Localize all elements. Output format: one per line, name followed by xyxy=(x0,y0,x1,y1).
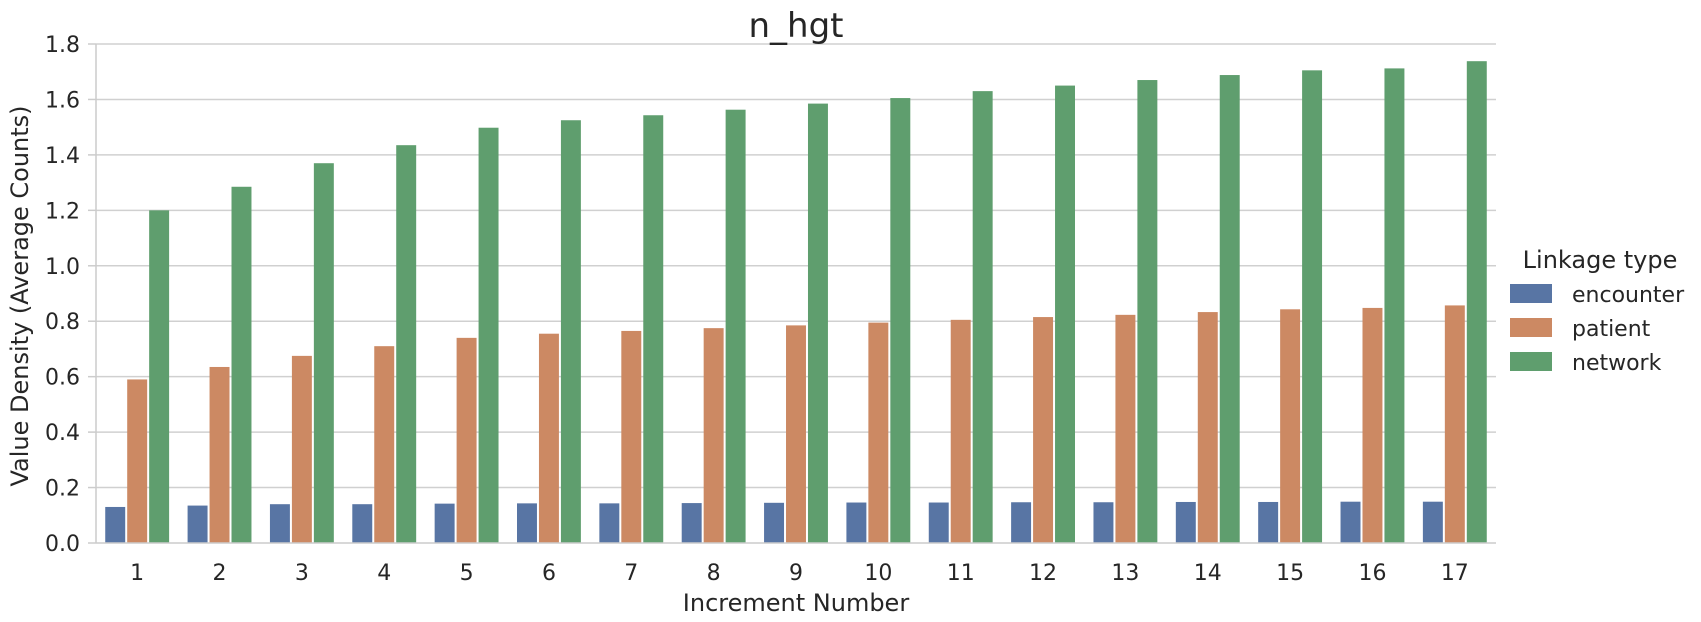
bar-network xyxy=(1219,75,1240,543)
bar-encounter xyxy=(187,505,208,543)
bar-patient xyxy=(621,330,642,543)
legend-title: Linkage type xyxy=(1523,246,1678,274)
legend-swatch-patient xyxy=(1510,318,1552,337)
bars xyxy=(105,61,1487,544)
y-tick-labels: 0.0 0.2 0.4 0.6 0.8 1.0 1.2 1.4 1.6 1.8 xyxy=(45,33,96,557)
bar-encounter xyxy=(1093,502,1114,543)
bar-network xyxy=(807,103,828,543)
x-tick-label: 16 xyxy=(1358,561,1386,586)
bar-patient xyxy=(1444,305,1465,543)
bar-patient xyxy=(1362,307,1383,543)
legend-items: encounter patient network xyxy=(1510,283,1685,376)
y-tick-label: 0.2 xyxy=(45,477,80,502)
bar-network xyxy=(560,120,581,543)
x-tick-label: 2 xyxy=(213,561,227,586)
bar-encounter xyxy=(434,503,455,543)
bar-patient xyxy=(1115,314,1136,543)
axes xyxy=(95,44,1496,544)
bar-encounter xyxy=(599,503,620,543)
bar-network xyxy=(643,115,664,544)
legend-label-network: network xyxy=(1572,351,1662,376)
bar-encounter xyxy=(352,504,373,543)
y-tick-label: 1.6 xyxy=(45,88,80,113)
bar-encounter xyxy=(1011,502,1032,543)
bar-encounter xyxy=(1258,501,1279,543)
y-tick-label: 0.4 xyxy=(45,421,80,446)
bar-network xyxy=(1466,61,1487,544)
bar-patient xyxy=(703,328,724,543)
bar-network xyxy=(231,186,252,543)
bar-patient xyxy=(1197,312,1218,543)
bar-patient xyxy=(1280,309,1301,543)
x-tick-label: 1 xyxy=(130,561,144,586)
legend-swatch-network xyxy=(1510,352,1552,371)
x-tick-label: 11 xyxy=(947,561,975,586)
bar-network xyxy=(1055,85,1075,543)
x-tick-label: 7 xyxy=(624,561,638,586)
x-tick-labels: 1 2 3 4 5 6 7 8 9 10 11 12 13 14 15 16 17 xyxy=(130,561,1469,586)
y-tick-label: 1.8 xyxy=(45,33,80,58)
x-tick-label: 17 xyxy=(1441,561,1469,586)
bar-encounter xyxy=(1340,501,1361,543)
bar-patient xyxy=(209,366,230,543)
x-tick-label: 10 xyxy=(864,561,892,586)
x-tick-label: 9 xyxy=(789,561,803,586)
bar-encounter xyxy=(681,503,702,543)
bar-network xyxy=(313,163,334,543)
bar-network xyxy=(149,210,170,544)
x-tick-label: 6 xyxy=(542,561,556,586)
bar-patient xyxy=(291,355,312,543)
x-tick-label: 3 xyxy=(295,561,309,586)
bar-network xyxy=(1302,70,1323,543)
x-axis-label: Increment Number xyxy=(683,589,910,617)
bar-encounter xyxy=(269,504,290,543)
bar-network xyxy=(1137,80,1158,544)
bar-patient xyxy=(538,333,559,543)
x-tick-label: 5 xyxy=(460,561,474,586)
y-tick-label: 0.0 xyxy=(45,532,80,557)
chart-title: n_hgt xyxy=(748,6,843,46)
bar-network xyxy=(890,98,911,543)
y-tick-label: 1.0 xyxy=(45,255,80,280)
legend-swatch-encounter xyxy=(1510,284,1552,303)
y-tick-label: 1.4 xyxy=(45,144,80,169)
bar-patient xyxy=(950,319,971,543)
bar-encounter xyxy=(846,502,867,543)
bar-encounter xyxy=(928,502,949,543)
y-tick-label: 0.6 xyxy=(45,366,80,391)
legend: Linkage type encounter patient network xyxy=(1510,246,1685,376)
x-tick-label: 12 xyxy=(1029,561,1057,586)
bar-patient xyxy=(786,325,806,543)
y-tick-label: 1.2 xyxy=(45,199,80,224)
bar-network xyxy=(396,145,417,544)
bar-network xyxy=(725,109,746,544)
x-tick-label: 8 xyxy=(707,561,721,586)
y-axis-label: Value Density (Average Counts) xyxy=(6,105,34,486)
x-tick-label: 4 xyxy=(377,561,391,586)
bar-encounter xyxy=(105,506,126,543)
bar-patient xyxy=(868,322,889,543)
x-tick-label: 15 xyxy=(1276,561,1304,586)
legend-label-encounter: encounter xyxy=(1572,283,1685,308)
bar-encounter xyxy=(764,502,785,543)
bar-encounter xyxy=(1422,501,1443,543)
bar-network xyxy=(478,127,499,544)
x-tick-label: 13 xyxy=(1111,561,1139,586)
bar-patient xyxy=(127,379,148,543)
bar-patient xyxy=(1033,317,1054,543)
bar-network xyxy=(972,91,993,543)
bar-patient xyxy=(374,346,395,543)
y-tick-label: 0.8 xyxy=(45,310,80,335)
bar-patient xyxy=(456,337,477,543)
x-tick-label: 14 xyxy=(1194,561,1222,586)
bar-encounter xyxy=(517,503,537,543)
legend-label-patient: patient xyxy=(1572,317,1651,342)
bar-network xyxy=(1384,68,1405,543)
bar-encounter xyxy=(1175,501,1196,543)
